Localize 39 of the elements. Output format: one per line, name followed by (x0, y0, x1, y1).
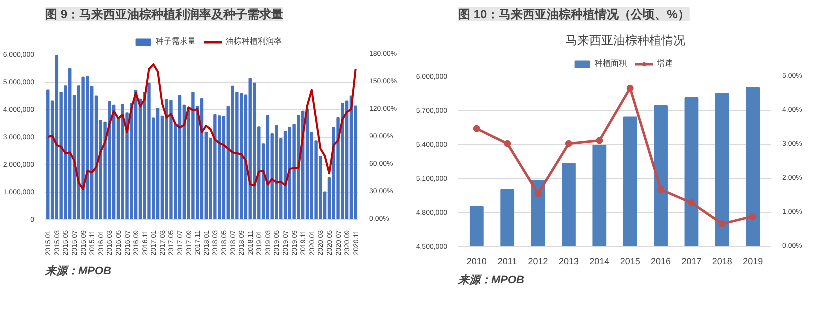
bar (240, 93, 244, 220)
bar (55, 55, 59, 220)
x-tick-label: 2018 (712, 256, 732, 266)
point (504, 140, 512, 148)
point (750, 213, 757, 220)
chart-title: 图 9：马来西亚油棕种植利润率及种子需求量 (46, 8, 284, 22)
point (473, 125, 480, 132)
x-tick-label: 2014 (590, 256, 610, 266)
point (596, 137, 604, 144)
x-tick-label: 2010 (466, 256, 487, 266)
x-tick-label: 2011 (498, 256, 518, 266)
x-tick-label: 2015 (620, 256, 640, 266)
legend-label: 油棕种植利润率 (226, 36, 282, 47)
x-tick-label: 2019 (743, 256, 764, 266)
point (688, 199, 696, 206)
x-tick-label: 2017 (682, 256, 702, 266)
chart-subtitle: 马来西亚油棕种植情况 (566, 34, 686, 48)
legend-label: 种植面积 (595, 58, 627, 69)
source-note: 来源：MPOB (458, 274, 525, 286)
point (658, 186, 665, 194)
bar (156, 108, 160, 220)
x-tick-label: 2013 (558, 256, 579, 266)
legend-label: 增速 (657, 58, 674, 69)
bar (112, 104, 116, 220)
bar (46, 90, 50, 220)
point (534, 190, 542, 198)
x-tick-label: 2012 (528, 256, 548, 266)
point (626, 84, 634, 92)
line-series (47, 64, 357, 190)
bar (266, 115, 270, 220)
x-tick-label: 2016 (651, 256, 672, 266)
legend-label: 种子需求量 (156, 36, 196, 47)
bar (178, 95, 182, 220)
bar (218, 116, 222, 220)
source-note: 来源：MPOB (44, 264, 112, 278)
chart-title: 图 10：马来西亚油棕种植情况（公顷、%） (458, 8, 690, 22)
point (718, 220, 726, 228)
point (565, 140, 572, 148)
bar (148, 82, 151, 220)
